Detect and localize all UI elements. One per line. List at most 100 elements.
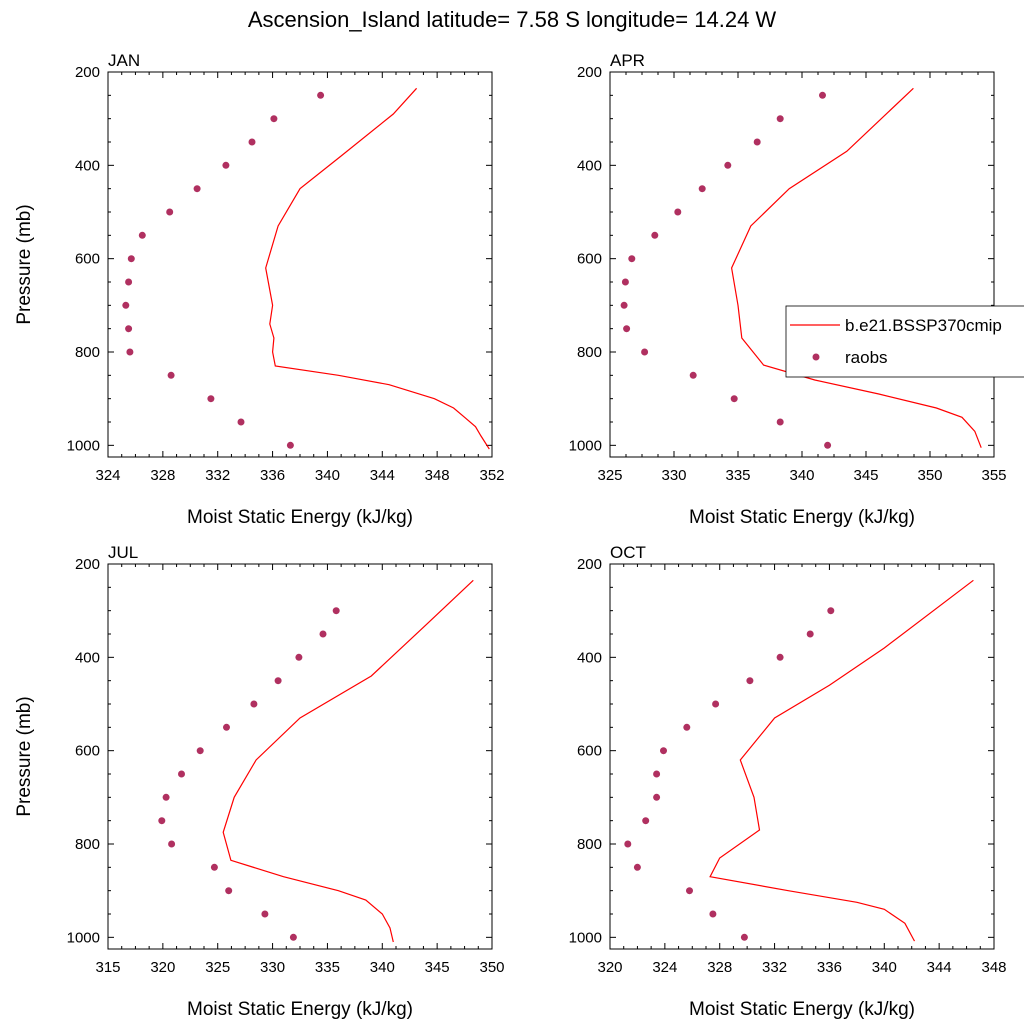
panel-apr: APR 200 400 600 800 1000 325 330 335 340 345 350 355… bbox=[569, 51, 1007, 528]
y-tick-label: 200 bbox=[577, 64, 602, 81]
raobs-point bbox=[286, 441, 294, 449]
y-tick-label: 600 bbox=[75, 251, 100, 268]
raobs-point bbox=[641, 348, 649, 356]
raobs-point bbox=[261, 910, 269, 918]
raobs-point bbox=[178, 770, 185, 778]
raobs-point bbox=[207, 395, 215, 403]
axes-frame bbox=[609, 563, 995, 950]
raobs-point bbox=[295, 653, 303, 661]
y-tick-label: 200 bbox=[577, 556, 602, 573]
raobs-point bbox=[698, 185, 706, 193]
y-axis-label: Pressure (mb) bbox=[14, 696, 35, 816]
y-axis-label: Pressure (mb) bbox=[14, 204, 35, 324]
x-tick-label: 328 bbox=[150, 467, 175, 484]
raobs-point bbox=[824, 441, 832, 449]
raobs-point bbox=[776, 653, 784, 661]
x-tick-label: 340 bbox=[872, 959, 897, 976]
raobs-point bbox=[270, 115, 278, 123]
panel-jan: JAN 200 400 600 800 1000 324 328 332 336 340 344 348… bbox=[14, 51, 505, 528]
raobs-point bbox=[274, 677, 282, 685]
legend: b.e21.BSSP370cmip raobs bbox=[785, 305, 1024, 378]
raobs-point bbox=[740, 933, 748, 941]
raobs-point bbox=[623, 325, 631, 333]
x-tick-label: 348 bbox=[981, 959, 1006, 976]
raobs-point bbox=[621, 278, 629, 286]
y-tick-label: 600 bbox=[75, 743, 100, 760]
x-tick-label: 328 bbox=[707, 959, 732, 976]
raobs-point bbox=[683, 723, 691, 731]
panel-title: OCT bbox=[610, 543, 646, 562]
raobs-point bbox=[674, 208, 682, 216]
y-tick-label: 1000 bbox=[67, 437, 100, 454]
raobs-point bbox=[653, 793, 661, 801]
raobs-point bbox=[319, 630, 327, 638]
x-tick-label: 340 bbox=[370, 959, 395, 976]
raobs-point bbox=[193, 185, 201, 193]
x-tick-label: 345 bbox=[425, 959, 450, 976]
x-tick-label: 340 bbox=[789, 467, 814, 484]
y-tick-label: 400 bbox=[577, 649, 602, 666]
raobs-point bbox=[166, 208, 174, 216]
raobs-point bbox=[827, 607, 835, 615]
x-tick-label: 355 bbox=[981, 467, 1006, 484]
raobs-point bbox=[660, 747, 667, 755]
raobs-point bbox=[651, 231, 659, 239]
x-tick-label: 335 bbox=[315, 959, 340, 976]
raobs-point bbox=[225, 887, 233, 895]
x-tick-label: 350 bbox=[917, 467, 942, 484]
raobs-point bbox=[753, 138, 761, 146]
raobs-point bbox=[746, 677, 754, 685]
raobs-point bbox=[686, 887, 693, 895]
y-tick-label: 400 bbox=[75, 157, 100, 174]
y-tick-label: 200 bbox=[75, 556, 100, 573]
x-tick-label: 335 bbox=[725, 467, 750, 484]
raobs-point bbox=[125, 325, 133, 333]
raobs-point bbox=[126, 348, 134, 356]
x-tick-label: 325 bbox=[205, 959, 230, 976]
raobs-point bbox=[127, 255, 135, 263]
raobs-point bbox=[162, 793, 170, 801]
x-tick-label: 344 bbox=[927, 959, 952, 976]
raobs-point bbox=[167, 371, 175, 379]
raobs-point bbox=[168, 840, 176, 848]
series-line-model bbox=[709, 579, 974, 942]
raobs-point bbox=[730, 395, 738, 403]
x-axis-label: Moist Static Energy (kJ/kg) bbox=[689, 999, 915, 1020]
raobs-point bbox=[138, 231, 146, 239]
raobs-point bbox=[633, 863, 641, 871]
raobs-point bbox=[222, 161, 230, 169]
legend-box bbox=[785, 305, 1024, 378]
x-tick-label: 344 bbox=[370, 467, 395, 484]
y-tick-label: 800 bbox=[75, 344, 100, 361]
raobs-point bbox=[122, 301, 130, 309]
x-tick-label: 320 bbox=[150, 959, 175, 976]
series-line-model bbox=[222, 579, 474, 943]
x-tick-label: 325 bbox=[597, 467, 622, 484]
y-tick-label: 800 bbox=[577, 344, 602, 361]
raobs-point bbox=[125, 278, 133, 286]
figure-title: Ascension_Island latitude= 7.58 S longit… bbox=[248, 7, 777, 32]
panel-title: JAN bbox=[108, 51, 140, 70]
y-tick-label: 400 bbox=[577, 157, 602, 174]
x-tick-label: 332 bbox=[762, 959, 787, 976]
x-tick-label: 324 bbox=[652, 959, 677, 976]
raobs-point bbox=[210, 863, 218, 871]
raobs-point bbox=[250, 700, 258, 708]
y-tick-label: 200 bbox=[75, 64, 100, 81]
raobs-point bbox=[317, 91, 325, 99]
raobs-point bbox=[620, 301, 628, 309]
raobs-point bbox=[642, 817, 650, 825]
raobs-point bbox=[158, 817, 166, 825]
raobs-point bbox=[332, 607, 340, 615]
raobs-point bbox=[712, 700, 720, 708]
y-tick-label: 800 bbox=[577, 836, 602, 853]
x-tick-label: 330 bbox=[260, 959, 285, 976]
axes-frame bbox=[107, 563, 493, 950]
series-line-model bbox=[730, 87, 982, 448]
x-tick-label: 345 bbox=[853, 467, 878, 484]
x-tick-label: 350 bbox=[479, 959, 504, 976]
panel-title: JUL bbox=[108, 543, 138, 562]
raobs-point bbox=[248, 138, 256, 146]
panels: JAN 200 400 600 800 1000 324 328 332 336 340 344 348… bbox=[14, 51, 1007, 1020]
